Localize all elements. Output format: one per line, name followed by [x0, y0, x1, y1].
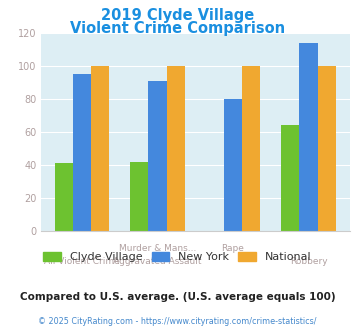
Text: Aggravated Assault: Aggravated Assault — [113, 257, 202, 266]
Text: Murder & Mans...: Murder & Mans... — [119, 244, 196, 253]
Text: © 2025 CityRating.com - https://www.cityrating.com/crime-statistics/: © 2025 CityRating.com - https://www.city… — [38, 317, 317, 326]
Bar — [91, 66, 109, 231]
Bar — [166, 66, 185, 231]
Bar — [130, 162, 148, 231]
Bar — [242, 66, 260, 231]
Bar — [317, 66, 335, 231]
Bar — [224, 99, 242, 231]
Text: Rape: Rape — [222, 244, 245, 253]
Text: Violent Crime Comparison: Violent Crime Comparison — [70, 21, 285, 36]
Bar — [148, 81, 166, 231]
Text: Compared to U.S. average. (U.S. average equals 100): Compared to U.S. average. (U.S. average … — [20, 292, 335, 302]
Text: Robbery: Robbery — [290, 257, 327, 266]
Text: All Violent Crime: All Violent Crime — [44, 257, 120, 266]
Bar — [73, 74, 91, 231]
Bar — [55, 163, 73, 231]
Bar — [281, 125, 299, 231]
Text: 2019 Clyde Village: 2019 Clyde Village — [101, 8, 254, 23]
Legend: Clyde Village, New York, National: Clyde Village, New York, National — [39, 248, 316, 267]
Bar — [299, 43, 317, 231]
